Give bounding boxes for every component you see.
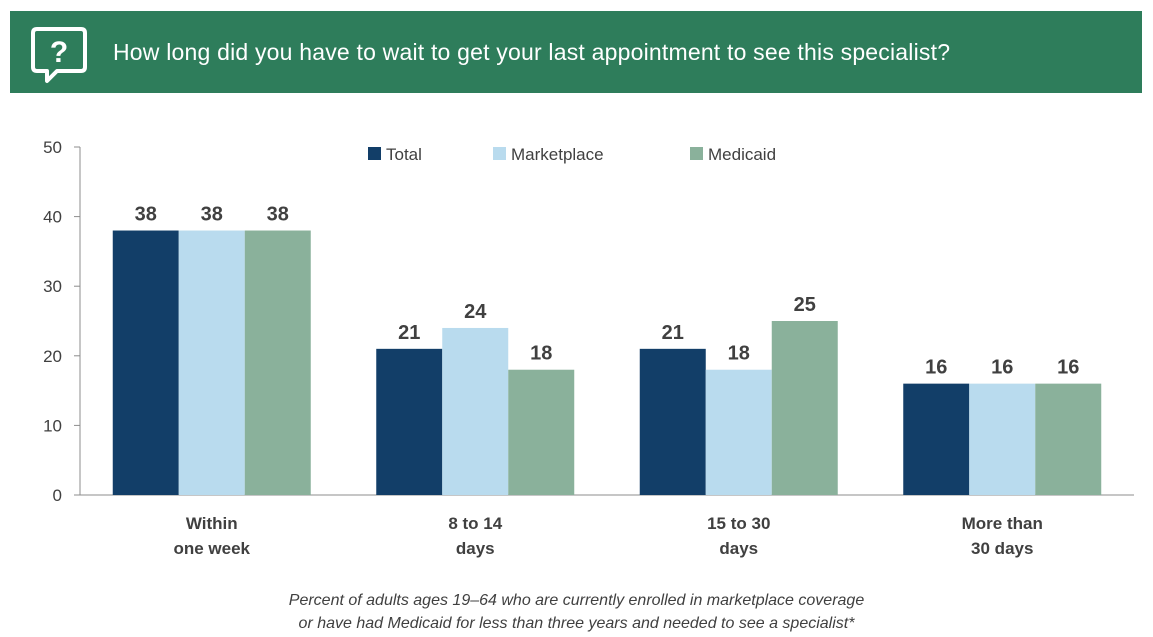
bar [639,348,706,495]
y-tick-label: 10 [43,416,62,435]
y-tick-label: 30 [43,277,62,296]
footnote-line-1: Percent of adults ages 19–64 who are cur… [288,592,865,609]
data-label: 38 [201,204,223,226]
bar [969,383,1036,495]
bar [442,327,509,495]
legend-swatch [493,147,506,160]
data-label: 16 [991,357,1013,379]
data-label: 16 [925,357,947,379]
data-label: 38 [135,204,157,226]
x-tick-label: 8 to 14 [448,514,502,533]
bar [771,321,838,495]
header-banner: ? How long did you have to wait to get y… [10,11,1142,93]
data-label: 25 [794,294,816,316]
x-tick-label: days [456,539,495,558]
bar [112,230,179,495]
y-tick-label: 40 [43,208,62,227]
data-label: 21 [662,322,684,344]
x-tick-label: More than [962,514,1043,533]
bar [903,383,970,495]
legend-label: Total [386,145,422,164]
legend-label: Marketplace [511,145,604,164]
x-tick-label: Within [186,514,238,533]
data-label: 18 [728,343,750,365]
page-title: How long did you have to wait to get you… [113,39,951,65]
bar [178,230,245,495]
legend-label: Medicaid [708,145,776,164]
data-label: 21 [398,322,420,344]
x-tick-label: 30 days [971,539,1033,558]
question-bubble-icon: ? [31,27,87,83]
footnote-line-2: or have had Medicaid for less than three… [298,615,855,632]
data-label: 18 [530,343,552,365]
svg-text:?: ? [50,36,68,69]
bar [705,369,772,495]
data-label: 38 [267,204,289,226]
x-tick-label: 15 to 30 [707,514,770,533]
bar [508,369,575,495]
x-tick-label: days [719,539,758,558]
bar [376,348,443,495]
y-tick-label: 50 [43,138,62,157]
legend-swatch [368,147,381,160]
data-label: 24 [464,301,487,323]
bar [1035,383,1102,495]
bar [244,230,311,495]
y-tick-label: 20 [43,347,62,366]
data-label: 16 [1057,357,1079,379]
x-tick-label: one week [173,539,250,558]
legend-swatch [690,147,703,160]
y-tick-label: 0 [53,486,62,505]
